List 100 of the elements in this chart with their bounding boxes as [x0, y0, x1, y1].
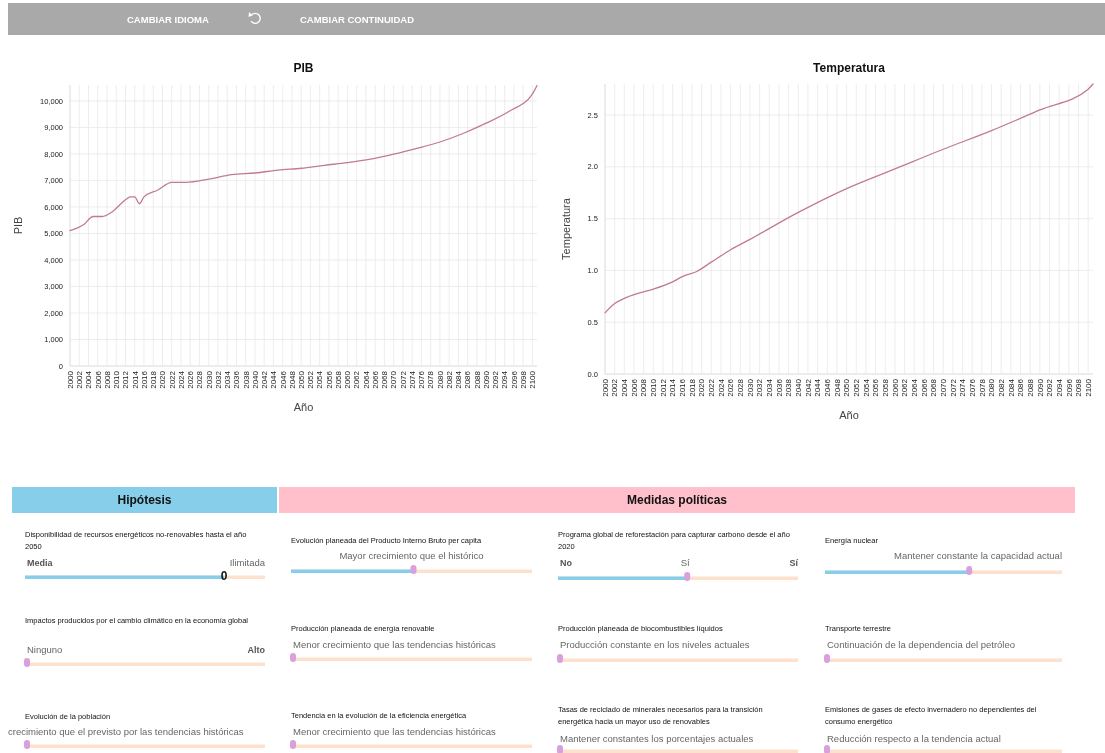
x-tick-label: 2020	[158, 370, 168, 389]
x-tick-label: 2088	[1025, 378, 1035, 397]
x-tick-label: 2034	[765, 378, 775, 397]
x-tick-label: 2044	[269, 370, 279, 389]
x-tick-label: 2058	[881, 378, 891, 397]
y-axis-title: Temperatura	[560, 197, 572, 260]
x-tick-label: 2024	[716, 378, 726, 397]
x-tick-label: 2060	[890, 378, 900, 397]
text: Media	[27, 558, 54, 568]
x-tick-label: 2096	[1064, 378, 1074, 397]
text: Menor crecimiento que las tendencias históricas	[293, 639, 497, 650]
text: Ninguno	[27, 644, 63, 655]
text: Alto	[247, 645, 266, 655]
x-tick-label: 2018	[149, 370, 159, 389]
x-tick-label: 2020	[697, 378, 707, 397]
x-tick-label: 2080	[987, 378, 997, 397]
x-tick-label: 2040	[250, 370, 260, 389]
text: Sí	[680, 557, 691, 568]
text: Mayor crecimiento que el histórico	[339, 550, 484, 561]
x-tick-label: 2100	[1083, 378, 1093, 397]
x-tick-label: 2042	[803, 378, 813, 397]
x-tick-label: 2036	[774, 378, 784, 397]
x-tick-label: 2070	[939, 378, 949, 397]
x-tick-label: 2066	[370, 370, 380, 389]
text: 0	[220, 569, 228, 583]
line-series	[604, 83, 1094, 314]
x-tick-label: 2026	[726, 378, 736, 397]
x-tick-label: 2052	[306, 370, 316, 389]
x-tick-label: 2050	[296, 370, 306, 389]
x-tick-label: 2064	[361, 370, 371, 389]
x-tick-label: 2002	[75, 370, 85, 389]
x-tick-label: 2094	[500, 370, 510, 389]
x-tick-label: 2086	[1016, 378, 1026, 397]
x-tick-label: 2082	[997, 378, 1006, 397]
x-tick-label: 2052	[852, 378, 862, 397]
x-tick-label: 2046	[278, 370, 288, 389]
x-tick-label: 2092	[491, 370, 501, 389]
text: Reducción respecto a la tendencia actual	[827, 733, 1001, 744]
x-tick-label: 2040	[794, 378, 804, 397]
text: crecimiento que el previsto por las tendencias históricas	[8, 726, 244, 737]
x-tick-label: 2064	[910, 378, 920, 397]
x-tick-label: 2062	[352, 370, 362, 389]
y-axis-title: PIB	[12, 216, 24, 235]
x-tick-label: 2048	[287, 370, 297, 389]
x-tick-label: 2054	[315, 370, 325, 389]
x-tick-label: 2018	[687, 378, 697, 397]
x-tick-label: 2004	[620, 378, 630, 397]
x-tick-label: 2022	[167, 370, 177, 389]
x-tick-label: 2010	[649, 378, 659, 397]
x-tick-label: 2002	[610, 378, 620, 397]
text: Sí	[789, 558, 799, 568]
x-tick-label: 2012	[658, 378, 668, 397]
x-axis-title: Año	[839, 409, 859, 421]
text: Producción constante en los niveles actuales	[560, 639, 750, 650]
x-tick-label: 2066	[919, 378, 929, 397]
x-tick-label: 2086	[463, 370, 473, 389]
x-tick-label: 2014	[130, 370, 140, 389]
x-tick-label: 2084	[454, 370, 464, 389]
x-axis-title: Año	[293, 401, 314, 413]
text: CAMBIAR IDIOMA	[127, 14, 209, 25]
x-tick-label: 2004	[84, 370, 94, 389]
x-tick-label: 2008	[102, 370, 112, 389]
x-tick-label: 2000	[65, 370, 75, 389]
x-tick-label: 2006	[629, 378, 639, 397]
x-tick-label: 2032	[755, 378, 765, 397]
x-tick-label: 2096	[509, 370, 519, 389]
x-tick-label: 2044	[813, 378, 823, 397]
x-tick-label: 2024	[176, 370, 186, 389]
x-tick-label: 2078	[977, 378, 987, 397]
x-tick-label: 2038	[784, 378, 794, 397]
x-tick-label: 2076	[417, 370, 427, 389]
x-tick-label: 2090	[481, 370, 491, 389]
x-tick-label: 2088	[472, 370, 482, 389]
text: Mantener constante la capacidad actual	[894, 550, 1062, 561]
x-tick-label: 2050	[842, 378, 852, 397]
x-tick-label: 2056	[871, 378, 881, 397]
x-tick-label: 2058	[333, 370, 343, 389]
x-tick-label: 2078	[426, 370, 436, 389]
x-tick-label: 2100	[528, 370, 538, 389]
text: Continuación de la dependencia del petróleo	[827, 639, 1016, 650]
text: Mantener constantes los porcentajes actuales	[560, 733, 754, 744]
x-tick-label: 2068	[380, 370, 390, 389]
x-tick-label: 2022	[707, 378, 717, 397]
text: CAMBIAR CONTINUIDAD	[300, 14, 415, 25]
text: Menor crecimiento que las tendencias históricas	[293, 726, 497, 737]
x-tick-label: 2080	[435, 370, 445, 389]
text: No	[560, 558, 573, 568]
x-tick-label: 2026	[186, 370, 196, 389]
x-tick-label: 2072	[948, 378, 958, 397]
x-tick-label: 2030	[745, 378, 755, 397]
x-tick-label: 2098	[518, 370, 528, 389]
x-tick-label: 2012	[121, 370, 131, 389]
x-tick-label: 2028	[736, 378, 746, 397]
x-tick-label: 2016	[678, 378, 688, 397]
chart-title: PIB	[293, 61, 314, 75]
chart-title: Temperatura	[813, 61, 886, 75]
text: Ilimitada	[229, 557, 266, 568]
x-tick-label: 2068	[929, 378, 939, 397]
x-tick-label: 2046	[823, 378, 833, 397]
x-tick-label: 2060	[343, 370, 353, 389]
